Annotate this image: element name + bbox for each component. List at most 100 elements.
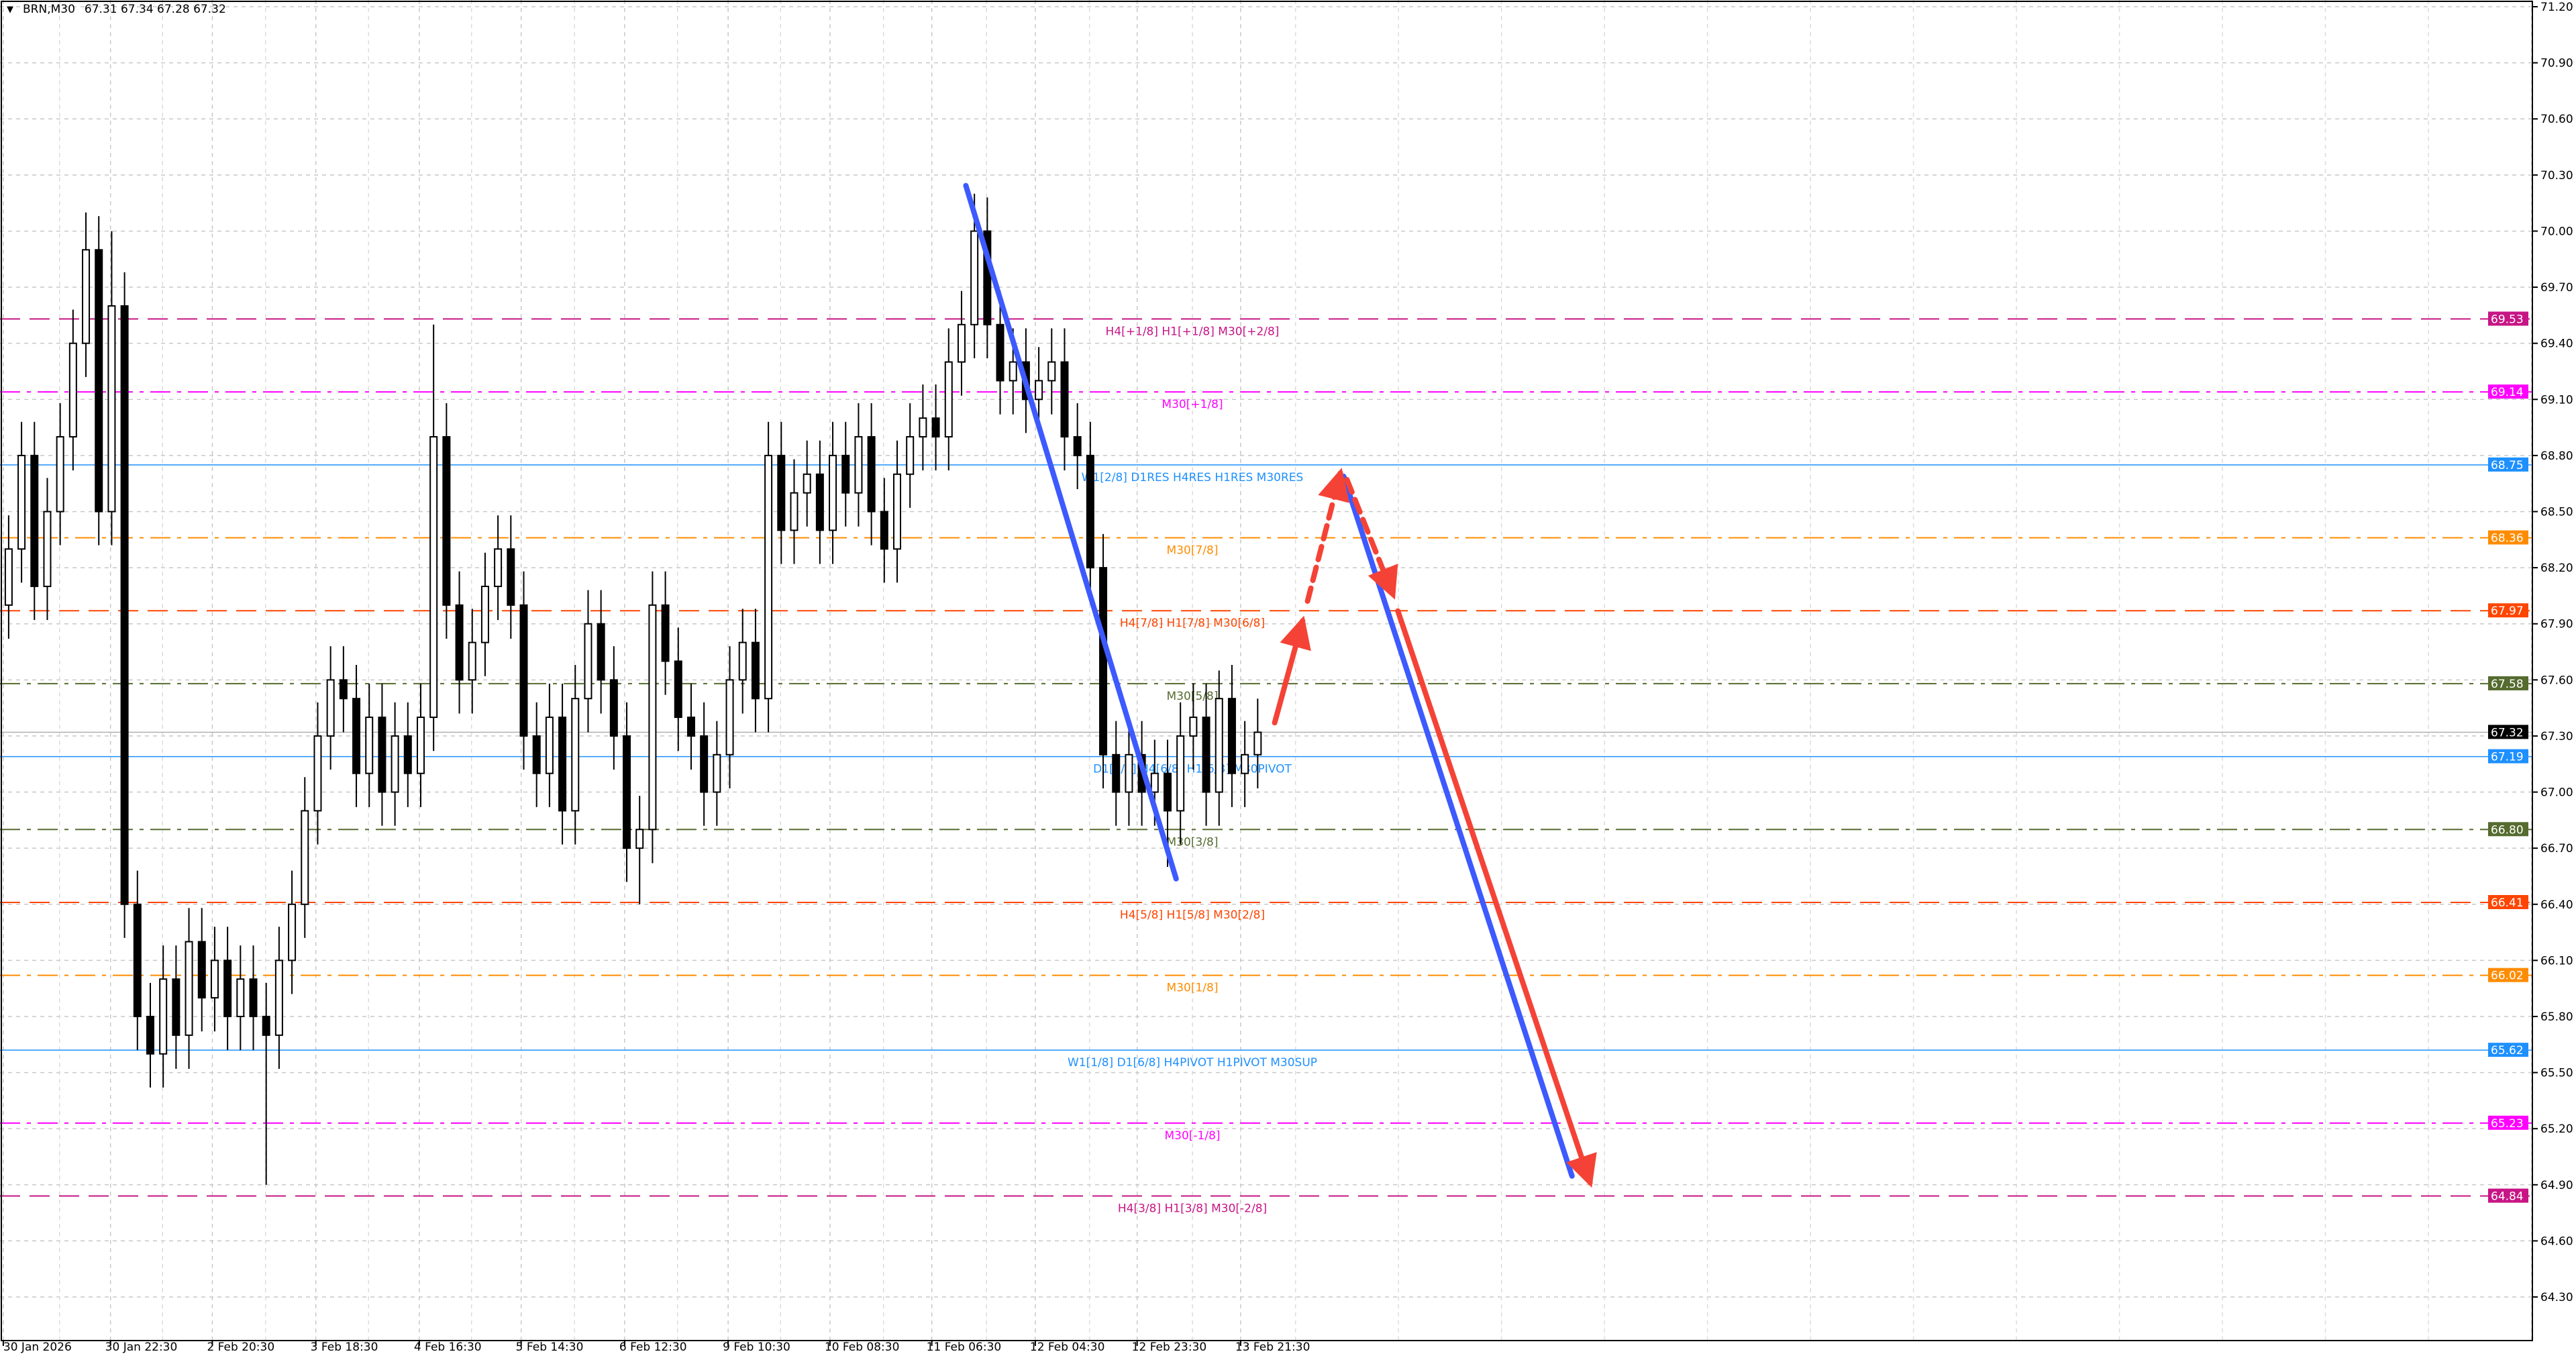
candle-bear (133, 903, 142, 1017)
level-label: H4[7/8] H1[7/8] M30[6/8] (1120, 617, 1265, 630)
candle-bull (545, 717, 554, 774)
candle-bull (1125, 753, 1133, 793)
candle-bull (365, 717, 374, 774)
trend-drawings[interactable] (963, 182, 1597, 1188)
level-price-badge (2488, 968, 2528, 982)
y-tick-label: 67.60 (2540, 674, 2573, 687)
candle-bear (686, 717, 695, 737)
candle-bull (893, 473, 902, 550)
y-tick-label: 64.30 (2540, 1291, 2573, 1304)
candle-bear (996, 323, 1004, 382)
chart-header: ▼ BRN,M30 67.31 67.34 67.28 67.32 (7, 3, 226, 16)
candle-bear (146, 1015, 154, 1055)
candle-bear (197, 941, 206, 999)
candle-bull (1241, 753, 1249, 774)
candle-bull (584, 623, 593, 700)
candle-bull (107, 305, 116, 513)
level-price-label: 66.80 (2491, 823, 2524, 837)
candle-bull (738, 641, 747, 681)
forecast-arrow-down[interactable] (1395, 608, 1597, 1188)
x-tick-label: 5 Feb 14:30 (516, 1341, 584, 1354)
level-label: M30[+1/8] (1162, 398, 1223, 411)
x-tick-label: 3 Feb 18:30 (311, 1341, 378, 1354)
level-label: M30[5/8] (1167, 690, 1219, 703)
candle-bear (532, 735, 541, 774)
x-tick-label: 6 Feb 12:30 (619, 1341, 687, 1354)
candle-bull (571, 698, 580, 812)
y-tick-label: 66.70 (2540, 842, 2573, 855)
candle-bull (713, 753, 721, 793)
candle-bear (751, 641, 760, 700)
candle-bull (1047, 361, 1056, 382)
y-tick-label: 70.00 (2540, 225, 2573, 238)
y-tick-label: 69.40 (2540, 337, 2573, 351)
candle-bear (519, 604, 528, 737)
level-price-badge (2488, 384, 2528, 399)
candle-bull (1176, 735, 1185, 812)
level-price-badge (2488, 457, 2528, 472)
y-tick-label: 71.20 (2540, 1, 2573, 14)
y-tick-label: 65.80 (2540, 1010, 2573, 1024)
candle-bull (725, 679, 734, 755)
candle-bull (274, 959, 283, 1036)
y-tick-label: 67.30 (2540, 730, 2573, 743)
forecast-arrow-up-dashed[interactable] (1304, 468, 1349, 604)
level-label: M30[7/8] (1167, 544, 1219, 558)
murrey-levels: H4[+1/8] H1[+1/8] M30[+2/8] M30[+1/8] W1[2… (0, 318, 2532, 1216)
level-label: D1[7/8] H4[6/8] H1[6/8] M30PIVOT (1093, 763, 1292, 776)
y-tick-label: 69.70 (2540, 281, 2573, 295)
candle-bull (429, 436, 438, 719)
candle-bear (609, 679, 618, 737)
candle-bear (1227, 698, 1236, 774)
level-price-label: 67.19 (2491, 751, 2524, 764)
y-tick-label: 66.10 (2540, 954, 2573, 968)
candle-bear (661, 604, 670, 662)
candle-bull (1035, 380, 1043, 401)
candle-bull (43, 511, 52, 587)
forecast-arrow-down-dashed[interactable] (1344, 476, 1398, 600)
candle-bull (1150, 772, 1159, 793)
x-tick-label: 4 Feb 16:30 (414, 1341, 482, 1354)
level-label: M30[1/8] (1167, 982, 1219, 995)
triangle-down-icon[interactable]: ▼ (7, 4, 13, 15)
x-tick-label: 11 Feb 06:30 (927, 1341, 1002, 1354)
level-price-label: 64.84 (2491, 1190, 2524, 1204)
candle-bear (30, 454, 39, 587)
candle-bull (480, 585, 489, 643)
candle-bull (391, 735, 399, 793)
level-price-label: 67.58 (2491, 678, 2524, 691)
candle-bull (906, 436, 915, 475)
candle-bull (1215, 698, 1223, 793)
level-label: M30[3/8] (1167, 835, 1219, 849)
candle-bear (172, 978, 181, 1036)
level-label: W1[2/8] D1RES H4RES H1RES M30RES (1082, 471, 1304, 484)
candle-bull (159, 978, 168, 1055)
candle-bear (262, 1015, 270, 1036)
candle-bear (120, 305, 129, 905)
level-price-badge (2488, 822, 2528, 837)
level-label: H4[+1/8] H1[+1/8] M30[+2/8] (1106, 325, 1280, 338)
candle-bull (648, 604, 657, 831)
candle-bull (494, 548, 503, 587)
candle-bear (777, 454, 786, 531)
x-tick-label: 12 Feb 23:30 (1132, 1341, 1207, 1354)
current-price-badge (2488, 725, 2528, 739)
candle-bear (507, 548, 515, 606)
candle-bull (82, 249, 91, 344)
candle-bull (919, 417, 927, 438)
candle-bear (339, 679, 348, 700)
candle-bull (635, 829, 644, 849)
candle-bear (597, 623, 605, 681)
level-price-label: 68.75 (2491, 459, 2524, 472)
candle-bull (854, 436, 863, 494)
level-price-badges: 69.53 69.14 68.75 68.36 67.97 67.58 67.19 66.80… (2488, 311, 2528, 1204)
time-axis[interactable]: 30 Jan 2026 30 Jan 22:30 2 Feb 20:30 3 Feb … (2, 1341, 1310, 1354)
level-price-label: 67.97 (2491, 605, 2524, 618)
y-tick-label: 70.60 (2540, 113, 2573, 126)
level-label: W1[1/8] D1[6/8] H4PIVOT H1PIVOT M30SUP (1068, 1056, 1317, 1070)
forecast-arrow-up[interactable] (1272, 615, 1311, 726)
trend-line-down[interactable] (963, 182, 1179, 882)
price-axis[interactable]: 71.20 70.90 70.60 70.30 70.00 69.70 69.40 69.10… (2532, 1, 2573, 1304)
y-tick-label: 70.90 (2540, 57, 2573, 70)
